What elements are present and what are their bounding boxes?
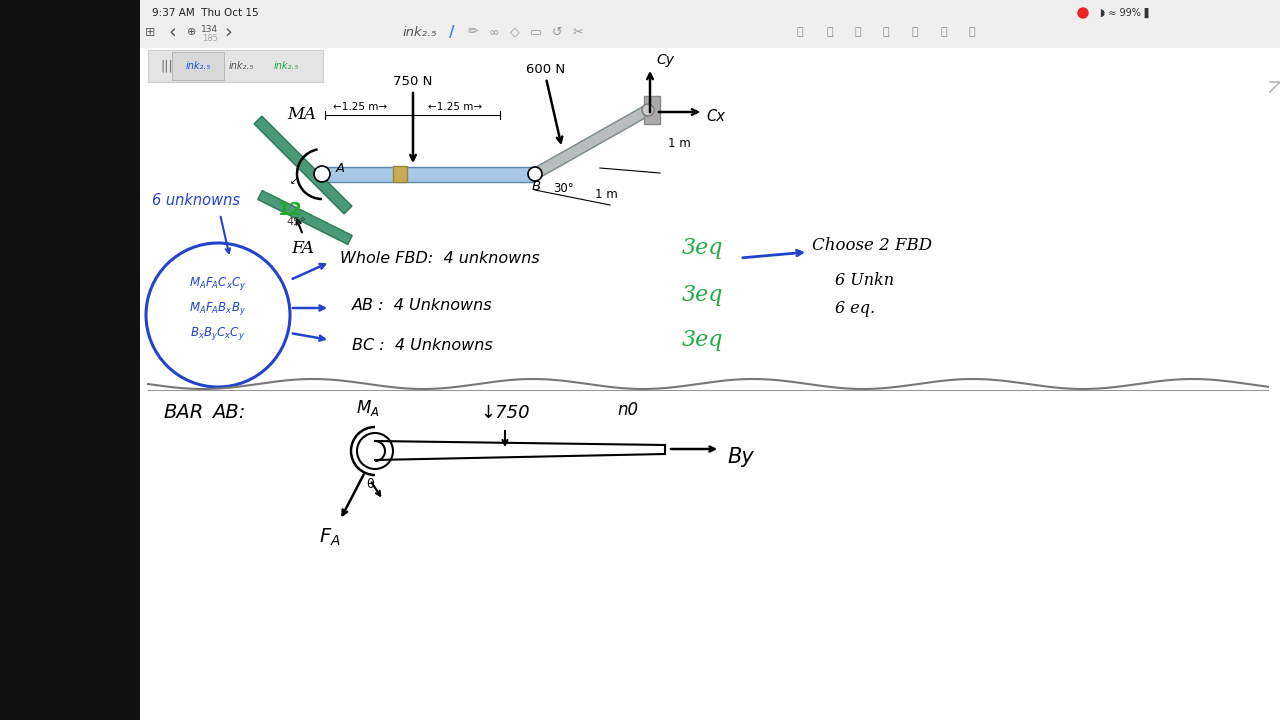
Text: 134: 134 <box>201 24 219 34</box>
Text: 3eq: 3eq <box>682 329 723 351</box>
Text: 30°: 30° <box>553 181 573 194</box>
Text: FA: FA <box>292 240 315 256</box>
Text: ⬜: ⬜ <box>969 27 975 37</box>
Text: ↓750: ↓750 <box>480 404 530 422</box>
Text: 6 Unkn: 6 Unkn <box>835 271 893 289</box>
Text: 185: 185 <box>202 34 218 42</box>
Text: Choose 2 FBD: Choose 2 FBD <box>812 236 932 253</box>
Text: ▭: ▭ <box>530 25 541 38</box>
Text: ink₂.₅: ink₂.₅ <box>228 61 253 71</box>
Text: BAR: BAR <box>163 402 204 421</box>
Text: ⬜: ⬜ <box>911 27 918 37</box>
Text: ◗ ≈ 99%▐: ◗ ≈ 99%▐ <box>1100 8 1148 18</box>
Text: $M_A F_A C_x C_y$: $M_A F_A C_x C_y$ <box>189 274 247 292</box>
Text: 3eq: 3eq <box>682 284 723 306</box>
Bar <box>644 96 660 124</box>
Text: ←1.25 m→: ←1.25 m→ <box>333 102 387 112</box>
Text: B: B <box>532 180 541 193</box>
Text: ink₂.₅: ink₂.₅ <box>274 61 298 71</box>
Text: ⬜: ⬜ <box>941 27 947 37</box>
Text: n0: n0 <box>617 401 639 419</box>
Circle shape <box>314 166 330 182</box>
Text: BC :  4 Unknowns: BC : 4 Unknowns <box>352 338 493 353</box>
Text: ⊞: ⊞ <box>145 25 155 38</box>
Text: ›: › <box>224 22 232 42</box>
Polygon shape <box>257 191 352 245</box>
Text: ink₂.₅: ink₂.₅ <box>186 61 211 71</box>
Text: ↺: ↺ <box>552 25 562 38</box>
Polygon shape <box>255 116 352 214</box>
Text: $B_x B_y C_x C_y$: $B_x B_y C_x C_y$ <box>191 325 246 341</box>
Text: ⬜: ⬜ <box>855 27 861 37</box>
Text: 1 m: 1 m <box>595 187 618 200</box>
Text: ✏: ✏ <box>467 25 479 38</box>
Circle shape <box>643 104 654 116</box>
Text: 750 N: 750 N <box>393 75 433 88</box>
Text: ⬜: ⬜ <box>796 27 804 37</box>
Text: /: / <box>449 24 454 40</box>
Bar <box>0 0 140 720</box>
Bar <box>148 50 323 82</box>
Text: ↙: ↙ <box>291 176 298 186</box>
Text: AB:: AB: <box>212 402 246 421</box>
Text: ⬜: ⬜ <box>827 27 833 37</box>
Text: 1 m: 1 m <box>668 137 691 150</box>
Text: ←1.25 m→: ←1.25 m→ <box>428 102 483 112</box>
Text: ✂: ✂ <box>572 25 584 38</box>
Text: AB :  4 Unknowns: AB : 4 Unknowns <box>352 297 493 312</box>
Bar <box>140 0 1280 48</box>
Bar <box>140 0 1280 720</box>
Text: 12: 12 <box>278 201 302 219</box>
Text: 9:37 AM  Thu Oct 15: 9:37 AM Thu Oct 15 <box>152 8 259 18</box>
Text: A: A <box>335 162 346 175</box>
Text: 600 N: 600 N <box>526 63 566 76</box>
Text: 6 eq.: 6 eq. <box>835 300 876 317</box>
Text: ⊕: ⊕ <box>187 27 197 37</box>
Text: 6 unknowns: 6 unknowns <box>152 192 241 207</box>
Circle shape <box>1078 8 1088 18</box>
Bar <box>323 167 535 182</box>
Text: ⬜: ⬜ <box>883 27 890 37</box>
Text: ink₂.₅: ink₂.₅ <box>403 25 438 38</box>
Text: 3eq: 3eq <box>682 237 723 259</box>
Text: Cx: Cx <box>707 109 724 124</box>
Text: Whole FBD:  4 unknowns: Whole FBD: 4 unknowns <box>340 251 540 266</box>
Text: θ: θ <box>366 477 374 490</box>
Text: |||: ||| <box>160 60 173 73</box>
Polygon shape <box>532 105 650 179</box>
Text: ‹: ‹ <box>168 22 175 42</box>
Text: $F_A$: $F_A$ <box>319 526 340 548</box>
Text: By: By <box>727 447 754 467</box>
Text: MA: MA <box>288 106 316 122</box>
Text: 45°: 45° <box>287 217 306 227</box>
Bar <box>393 166 407 182</box>
Circle shape <box>527 167 541 181</box>
Text: ◇: ◇ <box>511 25 520 38</box>
Bar <box>172 52 224 80</box>
Text: ∞: ∞ <box>489 25 499 38</box>
Text: Cy: Cy <box>655 53 675 67</box>
Text: $M_A F_A B_x B_y$: $M_A F_A B_x B_y$ <box>189 300 247 317</box>
Text: $M_A$: $M_A$ <box>356 398 380 418</box>
